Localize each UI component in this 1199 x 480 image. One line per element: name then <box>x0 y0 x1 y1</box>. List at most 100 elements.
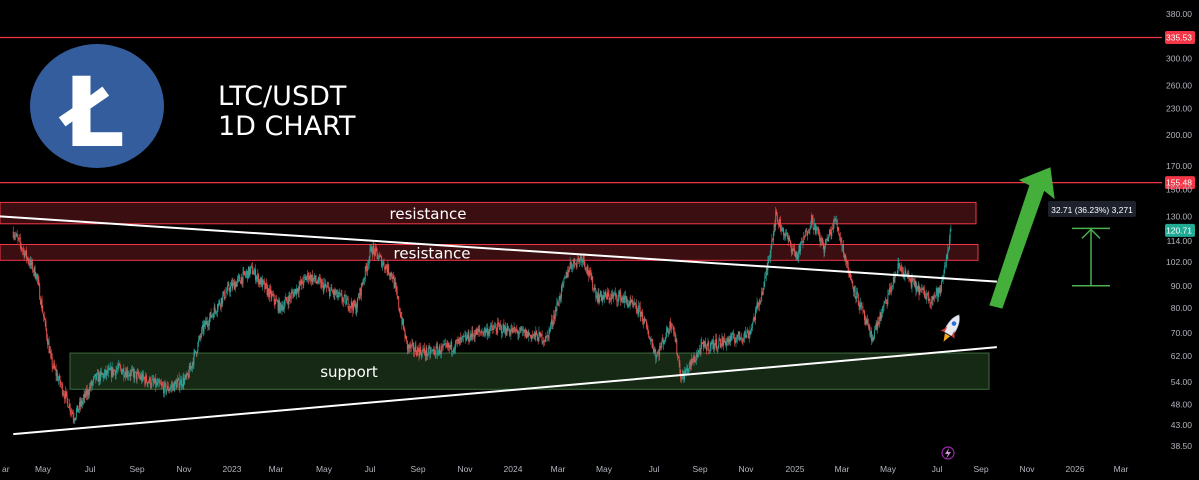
candle-body <box>121 371 123 374</box>
candle-body <box>184 378 186 385</box>
candle <box>203 321 205 335</box>
candle-body <box>147 382 149 385</box>
candle-body <box>139 376 141 379</box>
candle-body <box>426 348 428 356</box>
candle-body <box>790 245 792 252</box>
candle-body <box>427 347 429 355</box>
candle-body <box>601 296 603 302</box>
candle-body <box>639 306 641 317</box>
candle-body <box>573 258 575 263</box>
candle <box>19 234 20 243</box>
candle-body <box>375 247 377 249</box>
candle <box>777 219 779 225</box>
candle <box>512 325 513 334</box>
candle <box>578 255 580 264</box>
candle-body <box>522 329 524 331</box>
candle <box>17 233 19 244</box>
candle <box>839 233 841 241</box>
candle-body <box>164 382 166 384</box>
candle-body <box>695 360 696 362</box>
candle-body <box>257 274 259 277</box>
candle <box>27 255 29 265</box>
candle <box>184 374 186 386</box>
candle <box>25 250 27 256</box>
candle-body <box>109 368 111 371</box>
candle <box>899 265 901 272</box>
candle-body <box>927 292 929 301</box>
candle <box>690 359 692 372</box>
candle <box>409 342 411 353</box>
candle <box>487 323 488 341</box>
y-tick-8: 150.00 <box>1166 184 1192 194</box>
candle <box>13 232 15 241</box>
candle <box>103 368 105 380</box>
candle <box>700 338 702 357</box>
candle <box>510 325 512 340</box>
candle <box>290 288 292 304</box>
candle <box>151 375 153 389</box>
candle <box>503 319 505 333</box>
candle-body <box>455 340 457 342</box>
candle <box>662 334 664 343</box>
candle-body <box>434 349 436 355</box>
candle-body <box>459 337 461 340</box>
candle <box>115 365 117 380</box>
candle-body <box>612 294 614 297</box>
trendline-descending[interactable] <box>0 215 997 283</box>
candle <box>244 271 246 279</box>
candle <box>232 278 234 291</box>
candle-body <box>239 276 241 281</box>
candle <box>850 274 852 282</box>
trendline-ascending[interactable] <box>13 346 997 436</box>
candle <box>272 290 274 297</box>
candle-body <box>503 324 505 331</box>
candle-body <box>800 242 802 252</box>
candle <box>392 273 393 283</box>
candle-body <box>333 290 335 295</box>
candle <box>608 290 610 304</box>
candle-body <box>123 368 125 377</box>
candle <box>278 297 280 315</box>
candle <box>769 250 771 264</box>
candle-body <box>368 257 370 265</box>
candle-body <box>938 287 939 298</box>
candle <box>31 259 33 270</box>
candle <box>781 225 783 232</box>
candle-body <box>548 329 550 339</box>
candle-body <box>93 375 95 378</box>
candle-body <box>29 262 31 266</box>
candle <box>650 335 652 342</box>
candle <box>406 335 407 344</box>
candle <box>342 296 344 306</box>
candle <box>416 346 418 356</box>
candle-body <box>818 228 819 234</box>
candle <box>899 262 900 272</box>
candle <box>558 295 560 308</box>
candle <box>51 353 53 373</box>
candle-body <box>267 288 269 295</box>
candle <box>651 338 653 348</box>
candle <box>249 265 251 278</box>
candle <box>793 243 795 257</box>
candle-body <box>25 250 27 254</box>
zone-resistance-1 <box>0 201 977 225</box>
candle-body <box>302 283 304 285</box>
candle <box>417 344 419 352</box>
candle <box>264 277 266 293</box>
candle-body <box>307 273 309 280</box>
candle <box>121 368 122 375</box>
candle <box>679 359 681 375</box>
candle-body <box>405 336 407 339</box>
candle-body <box>950 229 952 231</box>
candle-body <box>183 377 185 385</box>
candle <box>547 330 548 342</box>
candle <box>220 297 222 313</box>
candle <box>610 293 612 303</box>
candle-body <box>128 374 130 376</box>
candle-body <box>275 299 277 304</box>
candle-body <box>638 305 640 315</box>
candle <box>811 215 813 224</box>
candle-body <box>216 312 217 314</box>
candle-body <box>145 375 147 382</box>
